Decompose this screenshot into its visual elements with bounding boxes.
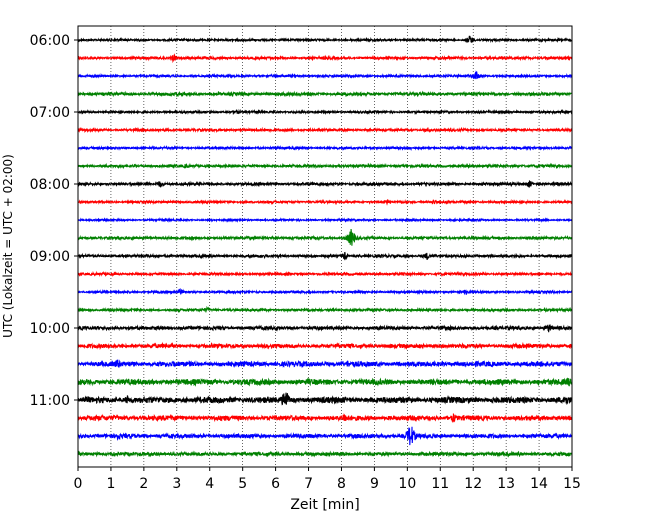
seismic-trace [77, 413, 573, 423]
seismic-trace [77, 287, 573, 296]
x-tick-label: 11 [431, 476, 449, 492]
y-tick-label: 07:00 [30, 105, 70, 121]
seismic-trace [77, 377, 573, 387]
seismic-trace [77, 35, 573, 44]
x-tick-label: 4 [205, 476, 214, 492]
y-tick-label: 06:00 [30, 33, 70, 49]
x-axis-label: Zeit [min] [290, 497, 359, 513]
seismic-trace [77, 426, 573, 446]
x-tick-label: 12 [464, 476, 482, 492]
seismic-trace [77, 450, 573, 458]
x-tick-label: 2 [139, 476, 148, 492]
x-tick-label: 15 [563, 476, 581, 492]
x-tick-label: 3 [172, 476, 181, 492]
seismic-trace [77, 359, 573, 369]
seismic-trace [77, 108, 573, 116]
x-tick-label: 0 [74, 476, 83, 492]
plot-frame [77, 25, 573, 468]
x-ticks: 0 1 2 3 4 5 6 7 8 9 10 11 12 13 14 15 [74, 467, 581, 492]
seismic-trace [77, 198, 573, 206]
seismic-trace [77, 70, 573, 80]
seismic-trace [77, 270, 573, 278]
x-tick-label: 8 [337, 476, 346, 492]
seismic-trace [77, 324, 573, 333]
seismic-trace [77, 53, 573, 64]
seismic-trace [77, 126, 573, 134]
seismic-trace [77, 251, 573, 261]
y-tick-label: 09:00 [30, 249, 70, 265]
seismic-trace [77, 305, 573, 314]
y-tick-label: 08:00 [30, 177, 70, 193]
x-tick-label: 6 [271, 476, 280, 492]
x-tick-label: 7 [304, 476, 313, 492]
seismic-trace [77, 162, 573, 170]
seismic-trace [77, 228, 573, 246]
trace-group [77, 35, 573, 458]
seismic-trace [77, 90, 573, 98]
y-tick-label: 10:00 [30, 321, 70, 337]
x-tick-label: 14 [530, 476, 548, 492]
x-tick-label: 13 [497, 476, 515, 492]
y-axis-label: UTC (Lokalzeit = UTC + 02:00) [1, 154, 15, 338]
x-tick-label: 5 [238, 476, 247, 492]
x-tick-label: 10 [398, 476, 416, 492]
x-tick-label: 9 [370, 476, 379, 492]
seismic-trace [77, 341, 573, 350]
y-ticks: 06:00 07:00 08:00 09:00 10:00 11:00 [30, 33, 78, 409]
seismic-trace [77, 144, 573, 152]
seismic-trace [77, 392, 573, 406]
seismic-trace [77, 217, 573, 223]
x-tick-label: 1 [106, 476, 115, 492]
y-tick-label: 11:00 [30, 393, 70, 409]
seismic-trace [77, 180, 573, 188]
